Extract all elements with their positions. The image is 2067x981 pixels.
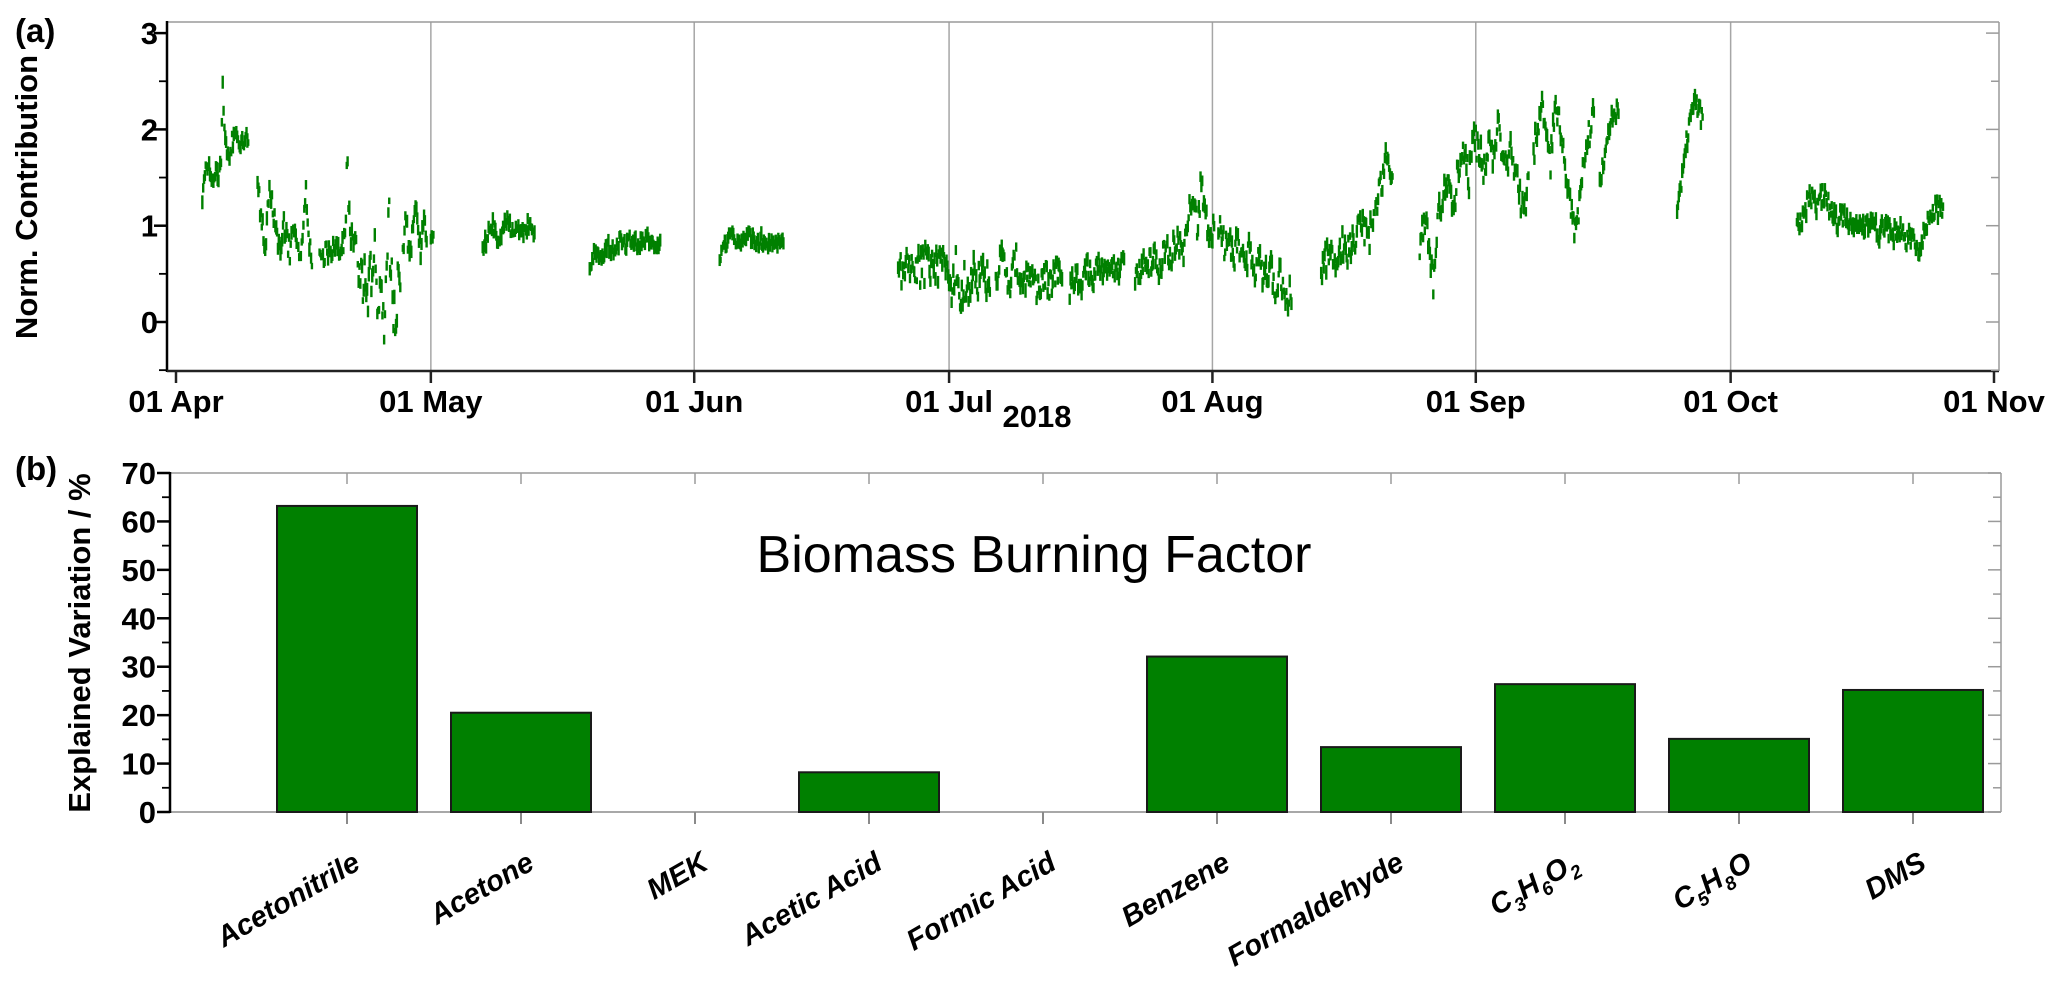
bar-c5h8o (1668, 737, 1810, 814)
x-axis-year-label: 2018 (1002, 399, 1072, 434)
panel-a-y-tick-label: 1 (141, 209, 158, 244)
panel-a-y-axis-title: Norm. Contribution (9, 54, 44, 340)
category-label-dms: DMS (1860, 846, 1932, 906)
category-label-formaldehyde: Formaldehyde (1222, 846, 1410, 973)
bar-acetic-acid (798, 771, 940, 814)
panel-b-y-tick-label: 60 (122, 504, 156, 539)
panel-a-plot: 0 1 2 3 01 Apr 01 May 01 Jun 01 Jul 01 Aug 01 Sep… (128, 16, 2045, 419)
timeseries-series (201, 75, 1945, 345)
panel-a-tag: (a) (15, 12, 56, 49)
category-label-acetic-acid: Acetic Acid (735, 846, 889, 953)
panel-b-y-tick-label: 0 (139, 795, 156, 830)
category-label-mek: MEK (642, 845, 716, 906)
category-label-c5h8o: C5H8O (1667, 846, 1761, 922)
bar-dms (1842, 688, 1984, 814)
panel-b-tag: (b) (15, 450, 58, 487)
panel-b-y-tick-label: 50 (122, 553, 156, 588)
panel-a-x-tick-label: 01 Apr (128, 384, 223, 419)
bar-formaldehyde (1320, 746, 1462, 813)
category-label-acetonitrile: Acetonitrile (210, 846, 365, 954)
panel-a-x-tick-label: 01 Nov (1943, 384, 2045, 419)
panel-a-y-tick-label: 2 (141, 112, 158, 147)
panel-a-y-tick-label: 0 (141, 305, 158, 340)
panel-a-x-tick-label: 01 Jul (905, 384, 993, 419)
panel-b-y-tick-label: 30 (122, 650, 156, 685)
panel-b-y-tick-label: 20 (122, 698, 156, 733)
panel-b-y-tick-label: 10 (122, 747, 156, 782)
panel-a-y-tick-label: 3 (141, 16, 158, 51)
panel-a-x-tick-label: 01 Oct (1683, 384, 1778, 419)
panel-a-x-tick-label: 01 Aug (1161, 384, 1263, 419)
panel-a-x-tick-label: 01 Sep (1426, 384, 1526, 419)
bar-acetonitrile (276, 504, 418, 813)
category-label-formic-acid: Formic Acid (901, 846, 1062, 958)
panel-b-y-tick-label: 40 (122, 601, 156, 636)
category-label-benzene: Benzene (1116, 846, 1235, 933)
panel-b-y-tick-label: 70 (122, 456, 156, 491)
panel-a-x-tick-label: 01 May (379, 384, 483, 419)
category-label-acetone: Acetone (424, 846, 540, 931)
bar-c3h6o2 (1494, 683, 1636, 813)
panel-b-chart-title: Biomass Burning Factor (756, 526, 1312, 584)
bar-acetone (450, 711, 592, 814)
bar-benzene (1146, 655, 1288, 814)
category-label-c3h6o2: C3H6O2 (1484, 846, 1587, 927)
panel-b-y-axis-title: Explained Variation / % (62, 473, 97, 813)
panel-a-x-tick-label: 01 Jun (645, 384, 743, 419)
